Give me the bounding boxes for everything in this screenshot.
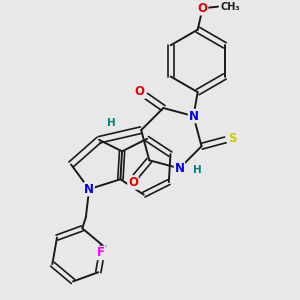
Text: N: N [188,110,199,123]
Text: H: H [193,165,202,175]
Text: O: O [198,2,208,15]
Text: H: H [106,118,115,128]
Text: N: N [175,162,184,175]
Text: S: S [228,132,237,146]
Text: CH₃: CH₃ [221,2,240,12]
Text: F: F [97,246,105,260]
Text: N: N [84,183,94,196]
Text: O: O [128,176,138,189]
Text: O: O [135,85,145,98]
